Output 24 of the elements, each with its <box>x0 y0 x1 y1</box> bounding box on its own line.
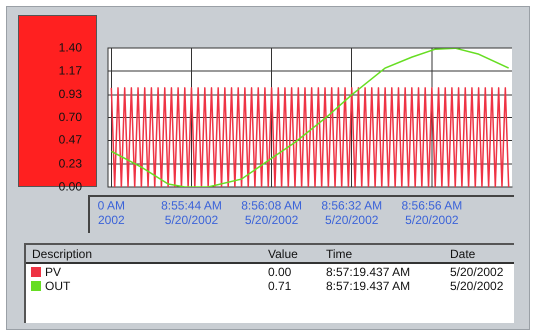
text: Value <box>268 247 298 261</box>
y-tick-label: 0.70 <box>58 110 82 124</box>
text: 0.00 <box>268 265 292 279</box>
x-tick-label: 8:55:44 AM 5/20/2002 <box>161 198 222 227</box>
x-tick-label: 8:56:08 AM 5/20/2002 <box>241 198 302 227</box>
text: 5/20/2002 <box>450 265 504 279</box>
y-tick-label: 0.47 <box>58 132 82 147</box>
y-tick-label: 0.93 <box>58 87 82 102</box>
text: 5/20/2002 <box>450 279 504 293</box>
y-tick-label: 1.40 <box>58 40 82 55</box>
legend-label: PV <box>45 265 62 279</box>
text: 0.71 <box>268 279 292 293</box>
text: Description <box>32 247 92 261</box>
text: Time <box>326 247 352 261</box>
text: 8:57:19.437 AM <box>326 279 410 293</box>
legend-label: OUT <box>45 279 70 293</box>
y-tick-label: 1.17 <box>58 63 82 78</box>
text: Date <box>450 247 476 261</box>
text: 8:57:19.437 AM <box>326 265 410 279</box>
x-tick-label: 8:56:32 AM 5/20/2002 <box>321 198 382 227</box>
x-tick-label: 0 AM 2002 <box>98 198 126 227</box>
y-tick-label: 0.00 <box>58 179 82 194</box>
x-tick-label: 8:56:56 AM 5/20/2002 <box>402 198 462 227</box>
y-tick-label: 0.23 <box>58 156 82 171</box>
